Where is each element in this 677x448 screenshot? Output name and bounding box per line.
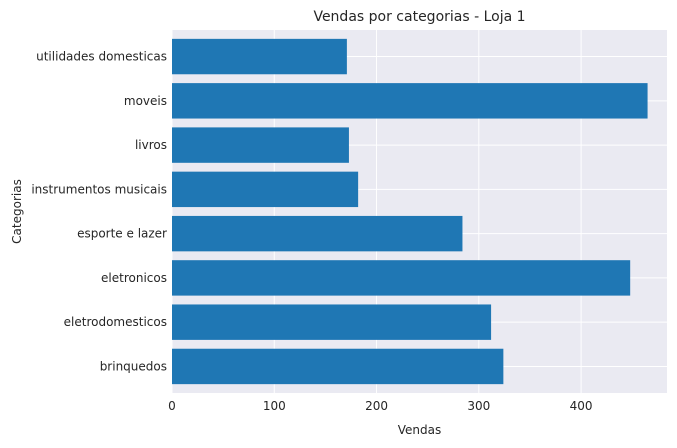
x-tick-label: 0 [168,399,176,413]
y-tick-label: eletronicos [101,271,167,285]
y-tick-label: instrumentos musicais [31,182,167,196]
bar-utilidades-domesticas [172,38,347,75]
bar-eletronicos [172,260,631,296]
bars [172,38,648,385]
bar-brinquedos [172,348,504,385]
bar-esporte-e-lazer [172,215,463,252]
x-tick-label: 400 [570,399,593,413]
bar-moveis [172,83,648,119]
bar-livros [172,127,349,163]
y-tick-label: esporte e lazer [77,227,167,241]
chart-title: Vendas por categorias - Loja 1 [313,9,525,25]
x-tick-label: 100 [263,399,286,413]
x-tick-label: 200 [365,399,388,413]
x-tick-label: 300 [467,399,490,413]
y-tick-labels: brinquedos eletrodomesticos eletronicos esp… [31,50,167,374]
y-axis-title: Categorias [10,179,24,244]
x-tick-labels: 0 100 200 300 400 [168,399,592,413]
x-axis-title: Vendas [398,423,442,437]
y-tick-label: utilidades domesticas [36,50,167,64]
bar-eletrodomesticos [172,304,492,340]
y-tick-label: eletrodomesticos [64,315,167,329]
y-tick-label: moveis [124,94,167,108]
y-tick-label: brinquedos [100,359,167,373]
y-tick-label: livros [135,138,167,152]
bar-instrumentos-musicais [172,171,359,208]
